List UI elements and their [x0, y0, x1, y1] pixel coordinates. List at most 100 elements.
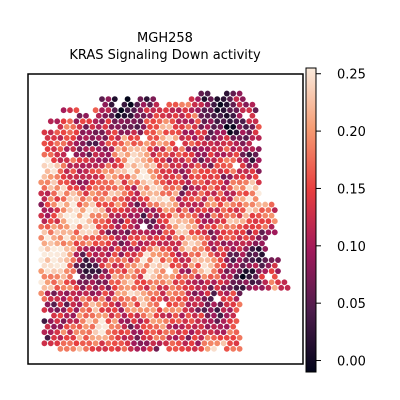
spot — [195, 229, 201, 236]
spot — [115, 168, 121, 175]
spot — [102, 312, 109, 319]
spot — [70, 246, 77, 252]
spot — [92, 340, 99, 347]
spot — [207, 262, 214, 269]
spot — [211, 257, 217, 263]
spot — [67, 196, 73, 202]
spot — [153, 323, 160, 330]
spot — [262, 257, 269, 263]
spot — [188, 307, 195, 313]
spot — [163, 196, 169, 202]
spot — [249, 246, 256, 252]
spot — [172, 334, 179, 341]
spot — [118, 251, 125, 258]
spot — [89, 168, 96, 175]
spot — [134, 246, 141, 252]
spot — [198, 268, 205, 275]
spot — [124, 151, 131, 158]
spot — [67, 262, 73, 269]
spot — [166, 246, 173, 252]
spot — [89, 223, 96, 230]
spot — [137, 318, 144, 324]
spot — [41, 229, 48, 236]
spot — [204, 146, 211, 152]
spot — [255, 279, 262, 286]
spot — [230, 301, 237, 308]
spot — [147, 168, 153, 175]
spot — [79, 229, 86, 236]
spot — [163, 129, 169, 136]
spot — [95, 268, 102, 275]
spot — [214, 129, 221, 136]
spot — [83, 179, 89, 186]
spot — [233, 151, 240, 158]
spot — [185, 101, 192, 108]
spot — [105, 140, 112, 147]
spot — [159, 268, 166, 275]
spot — [121, 190, 128, 197]
spot — [102, 190, 109, 197]
spot — [105, 129, 112, 136]
spot — [92, 251, 99, 258]
spot — [47, 218, 54, 225]
spot — [60, 218, 67, 225]
spot — [70, 301, 77, 308]
spot — [246, 284, 253, 291]
spot — [127, 135, 134, 141]
spot — [169, 284, 176, 291]
spot — [131, 118, 137, 125]
spot — [179, 234, 185, 241]
spot — [79, 296, 86, 302]
spot — [236, 257, 243, 263]
spot — [54, 329, 61, 336]
spot — [70, 146, 77, 152]
spot — [182, 196, 189, 202]
spot — [131, 196, 137, 202]
spot — [175, 151, 182, 158]
spot — [150, 118, 157, 125]
spot — [143, 229, 150, 236]
spot — [233, 329, 240, 336]
spot — [191, 135, 198, 141]
spot — [243, 223, 249, 230]
spot — [182, 340, 189, 347]
spot — [159, 234, 166, 241]
spot — [127, 179, 134, 186]
spot — [191, 312, 198, 319]
spot — [99, 284, 105, 291]
spot — [249, 101, 256, 108]
spot — [63, 334, 70, 341]
spot — [233, 318, 240, 324]
spot — [67, 129, 73, 136]
spot — [73, 307, 80, 313]
spot — [249, 268, 256, 275]
spot — [79, 185, 86, 191]
spot — [201, 129, 208, 136]
spot — [105, 251, 112, 258]
colorbar-tick-label: 0.00 — [337, 355, 366, 370]
spot — [63, 146, 70, 152]
spot — [195, 96, 201, 102]
spot — [185, 290, 192, 297]
spot — [41, 196, 48, 202]
spot — [182, 273, 189, 280]
spot — [140, 268, 147, 275]
spot — [121, 135, 128, 141]
spot — [191, 168, 198, 175]
spot — [118, 240, 125, 247]
spot — [220, 340, 227, 347]
spot — [230, 257, 237, 263]
spot — [41, 140, 48, 147]
spot — [166, 323, 173, 330]
spot — [51, 323, 57, 330]
spot — [217, 234, 224, 241]
spot — [169, 318, 176, 324]
spot — [57, 135, 64, 141]
spot — [172, 123, 179, 130]
spot — [38, 279, 45, 286]
spot — [175, 307, 182, 313]
spot — [220, 329, 227, 336]
spot — [102, 334, 109, 341]
spot — [60, 307, 67, 313]
spot — [105, 96, 112, 102]
